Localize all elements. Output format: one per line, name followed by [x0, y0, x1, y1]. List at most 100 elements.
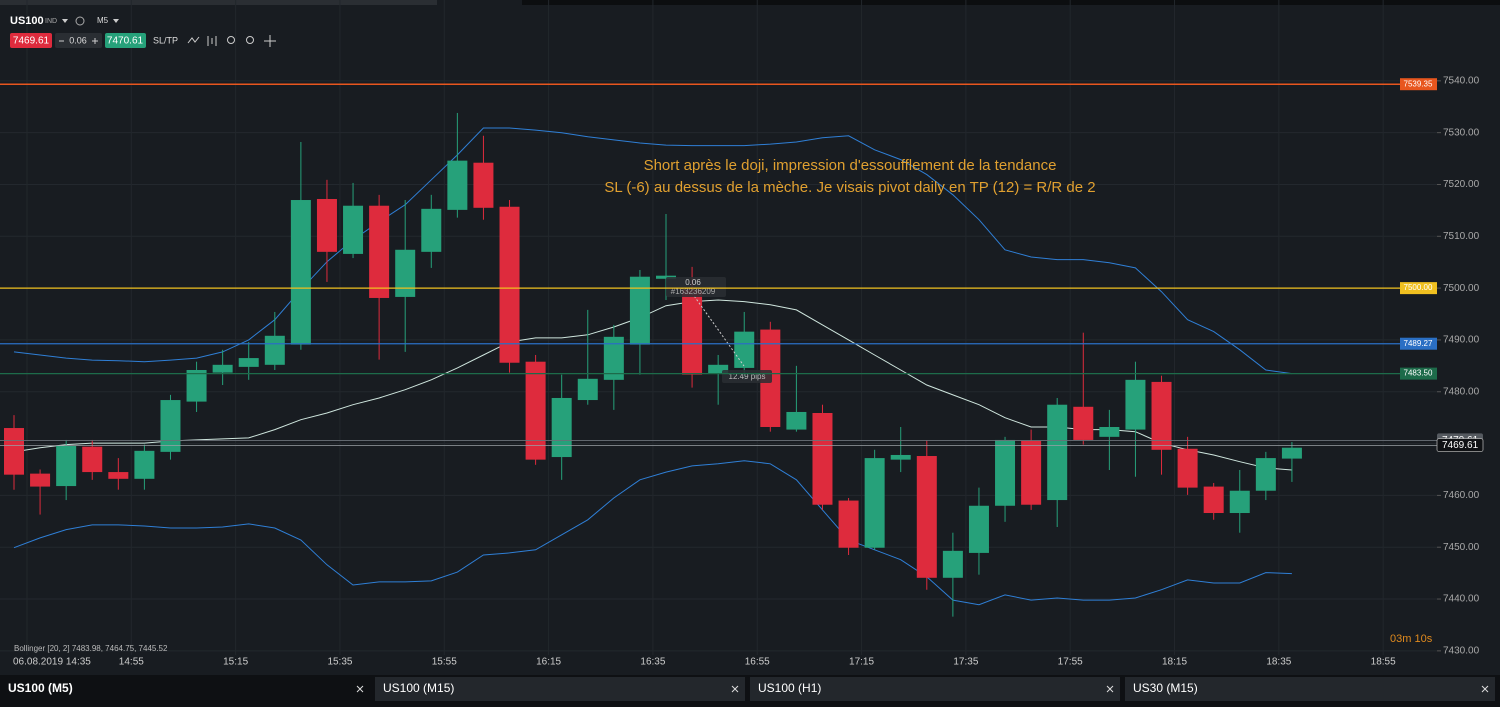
candle-body: [603, 336, 624, 380]
candle-body: [1021, 440, 1042, 505]
sell-button[interactable]: [10, 33, 52, 48]
x-tick-label: 06.08.2019 14:35: [13, 657, 91, 668]
candle-body: [447, 160, 468, 210]
candle-body: [656, 275, 676, 279]
candle-body: [1099, 426, 1120, 437]
plus-icon[interactable]: [92, 38, 98, 44]
top-strip: [522, 0, 1500, 5]
dropdown-icon[interactable]: [62, 19, 68, 23]
tab-label[interactable]: US100 (M5): [8, 681, 73, 695]
candle-body: [1177, 448, 1198, 488]
crosshair-icon[interactable]: [264, 35, 276, 47]
market: IND: [45, 18, 57, 25]
candle-body: [734, 331, 755, 368]
y-tick-label: 7430.00: [1443, 645, 1480, 656]
candle-body: [1151, 381, 1172, 450]
x-tick-label: 16:35: [640, 657, 665, 668]
candle-body: [838, 500, 859, 548]
bid-price[interactable]: 7469.61: [13, 36, 50, 47]
candle-body: [473, 162, 494, 208]
volume-box[interactable]: [55, 33, 102, 48]
candle-body: [343, 205, 364, 254]
tab[interactable]: [750, 677, 1120, 701]
timeframe[interactable]: M5: [97, 16, 109, 25]
x-tick-label: 17:35: [953, 657, 978, 668]
tab[interactable]: [1125, 677, 1495, 701]
buy-button[interactable]: [105, 33, 146, 48]
candle-body: [56, 445, 77, 487]
candle-body: [1203, 486, 1224, 514]
spread: 0.06: [69, 35, 87, 45]
tab-close[interactable]: [1106, 685, 1114, 693]
candle-body: [1073, 406, 1094, 440]
candle-body: [160, 400, 181, 452]
y-tick-label: 7440.00: [1443, 594, 1480, 605]
tab-label[interactable]: US100 (H1): [758, 681, 821, 695]
indicator-icon[interactable]: [187, 36, 200, 44]
ask-price[interactable]: 7470.61: [107, 36, 144, 47]
y-tick-label: 7540.00: [1443, 75, 1480, 86]
level-label-box: [1400, 337, 1437, 350]
plot: [4, 112, 1302, 617]
trade-volume: 0.06: [685, 278, 701, 287]
y-tick-label: 7490.00: [1443, 335, 1480, 346]
tab[interactable]: [0, 677, 370, 701]
candle-body: [82, 446, 103, 473]
level-label: 7539.35: [1404, 79, 1433, 88]
trade-id: #163236209: [671, 287, 716, 296]
clock-icon: [75, 16, 85, 26]
dropdown-icon[interactable]: [113, 19, 119, 23]
candle-body: [264, 335, 285, 365]
y-tick-label: 7520.00: [1443, 179, 1480, 190]
sltp-button[interactable]: SL/TP: [153, 35, 178, 45]
candle-body: [786, 411, 807, 430]
candle-body: [1125, 379, 1146, 430]
trade-line: [691, 292, 745, 367]
tab-close[interactable]: [1481, 685, 1489, 693]
candle-body: [316, 198, 337, 252]
candle-body: [369, 205, 390, 298]
price-label: 7469.61: [1442, 440, 1479, 451]
indicator-legend[interactable]: Bollinger [20, 2] 7483.98, 7464.75, 7445…: [14, 644, 168, 653]
tab-label[interactable]: US100 (M15): [383, 681, 454, 695]
symbol[interactable]: US100: [10, 15, 44, 27]
x-tick-label: 16:15: [536, 657, 561, 668]
indicator-line: [13, 460, 1292, 606]
x-tick-label: 18:55: [1371, 657, 1396, 668]
annotation: Short après le doji, impression d'essouf…: [644, 157, 1057, 174]
x-tick-label: 14:55: [119, 657, 144, 668]
candle-body: [629, 276, 650, 345]
zoom-out-icon[interactable]: [227, 36, 235, 44]
y-tick-label: 7500.00: [1443, 283, 1480, 294]
trade-box[interactable]: [666, 277, 726, 297]
candle-body: [1229, 490, 1250, 514]
candle-body: [995, 439, 1016, 506]
indicator-line: [13, 127, 1292, 375]
y-tick-label: 7510.00: [1443, 231, 1480, 242]
candle-body: [1255, 458, 1276, 491]
draw-icon[interactable]: [207, 36, 217, 46]
trade-result: 12.49 pips: [729, 372, 766, 381]
y-tick-label: 7530.00: [1443, 127, 1480, 138]
top-strip: [0, 0, 437, 5]
candle-body: [682, 289, 703, 375]
y-tick-label: 7460.00: [1443, 490, 1480, 501]
x-tick-label: 17:15: [849, 657, 874, 668]
countdown: 03m 10s: [1390, 633, 1433, 645]
level-label-box: [1400, 282, 1437, 295]
x-tick-label: 18:15: [1162, 657, 1187, 668]
candle-body: [1281, 447, 1302, 459]
tab[interactable]: [375, 677, 745, 701]
zoom-in-icon[interactable]: [246, 36, 254, 44]
tab-bar: US100 (M5) US100 (M15) US100 (H1) US30 (M15…: [0, 675, 1500, 707]
tab-label[interactable]: US30 (M15): [1133, 681, 1198, 695]
level-label: 7489.27: [1404, 339, 1433, 348]
tab-close[interactable]: [356, 685, 364, 693]
tab-close[interactable]: [731, 685, 739, 693]
x-tick-label: 18:35: [1266, 657, 1291, 668]
candle-body: [968, 505, 989, 553]
candle-body: [238, 358, 259, 367]
candle-body: [290, 200, 311, 345]
candle-body: [812, 413, 833, 505]
x-tick-label: 15:35: [327, 657, 352, 668]
